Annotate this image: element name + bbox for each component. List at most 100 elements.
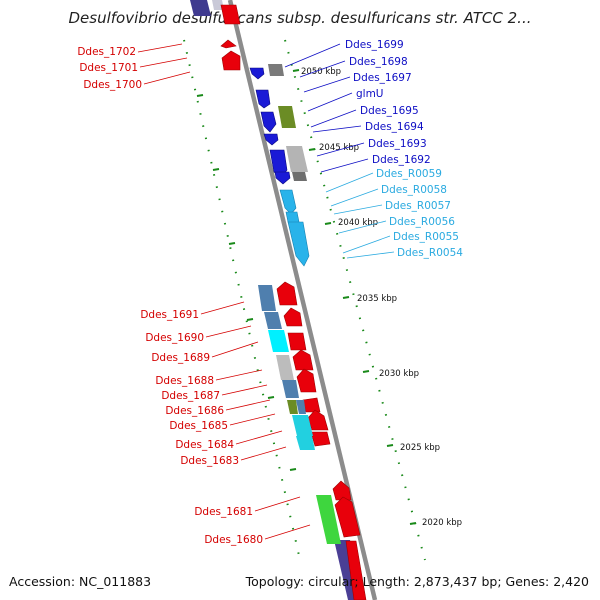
leader-line — [333, 204, 383, 215]
major-tick — [292, 69, 300, 72]
reverse-cds — [263, 133, 279, 146]
forward-cds — [276, 281, 298, 306]
kbp-label: 2045 kbp — [319, 143, 359, 153]
gene-label[interactable]: Ddes_1701 — [79, 62, 138, 74]
feature-segment — [190, 0, 211, 16]
major-tick — [324, 222, 332, 225]
major-tick — [267, 396, 275, 399]
gene-label[interactable]: Ddes_1688 — [155, 375, 214, 387]
leader-line — [211, 341, 259, 358]
leader-line — [137, 43, 183, 53]
forward-cds — [307, 409, 329, 431]
kbp-label: 2035 kbp — [357, 294, 397, 304]
leader-line — [320, 158, 369, 173]
forward-cds — [334, 496, 361, 538]
leader-line — [316, 142, 365, 157]
major-tick — [386, 444, 394, 447]
feature-steelblue — [264, 312, 282, 329]
gene-label[interactable]: Ddes_1692 — [372, 154, 431, 166]
gene-label[interactable]: Ddes_R0058 — [381, 184, 447, 196]
feature-gray — [268, 64, 284, 76]
major-ticks — [196, 69, 417, 525]
gene-label[interactable]: Ddes_1693 — [368, 138, 427, 150]
leader-line — [342, 235, 391, 254]
leader-line — [284, 43, 341, 68]
rna-track — [279, 189, 310, 267]
gene-label[interactable]: Ddes_1698 — [349, 56, 408, 68]
leader-line — [303, 76, 351, 93]
gene-label[interactable]: Ddes_1694 — [365, 121, 424, 133]
gene-label[interactable]: Ddes_1689 — [151, 352, 210, 364]
reverse-cds — [249, 67, 265, 80]
major-tick — [228, 242, 236, 245]
genome-title: Desulfovibrio desulfuricans subsp. desul… — [68, 9, 532, 27]
major-tick — [196, 94, 204, 97]
leader-line — [330, 188, 379, 207]
forward-cds — [287, 332, 307, 351]
gene-label[interactable]: Ddes_1685 — [169, 420, 228, 432]
feature-green — [278, 106, 296, 128]
gene-label[interactable]: Ddes_R0059 — [376, 168, 442, 180]
leader-line — [240, 446, 287, 461]
gene-label[interactable]: Ddes_1702 — [77, 46, 136, 58]
leader-line — [310, 109, 357, 128]
leader-line — [346, 251, 395, 259]
gene-label[interactable]: Ddes_R0056 — [389, 216, 455, 228]
forward-cds — [310, 431, 331, 447]
major-tick — [342, 296, 350, 299]
forward-cds — [332, 480, 352, 501]
feature-gray — [292, 172, 307, 181]
feature-steelblue — [258, 285, 276, 311]
kbp-label: 2020 kbp — [422, 518, 462, 528]
forward-cds — [345, 540, 367, 600]
gene-label[interactable]: Ddes_1684 — [175, 439, 234, 451]
leader-line — [225, 399, 271, 411]
major-tick — [246, 318, 254, 321]
leader-line — [307, 92, 353, 112]
gene-label[interactable]: Ddes_1686 — [165, 405, 224, 417]
leader-line — [205, 325, 252, 338]
gene-label[interactable]: Ddes_R0057 — [385, 200, 451, 212]
forward-cds — [283, 307, 303, 327]
feature-steelblue — [282, 380, 299, 398]
feature-cyan — [296, 436, 315, 450]
forward-cds — [296, 368, 317, 393]
leader-line — [215, 369, 263, 381]
reverse-cds — [255, 89, 271, 109]
major-tick — [308, 148, 316, 151]
feature-green — [316, 495, 341, 544]
gene-label[interactable]: Ddes_1691 — [140, 309, 199, 321]
gene-label[interactable]: Ddes_1681 — [194, 506, 253, 518]
forward-cds — [220, 39, 237, 49]
gene-label[interactable]: Ddes_1699 — [345, 39, 404, 51]
leader-line — [325, 172, 374, 193]
leader-line — [235, 430, 283, 445]
gene-label[interactable]: Ddes_1683 — [180, 455, 239, 467]
leader-line — [139, 57, 188, 68]
leader-line — [338, 220, 387, 234]
gene-label[interactable]: Ddes_1680 — [204, 534, 263, 546]
leader-line — [299, 60, 346, 78]
left-labels: Ddes_1702 Ddes_1701 Ddes_1700 Ddes_1691 … — [77, 46, 263, 546]
leader-line — [229, 413, 276, 426]
tick-track-inner — [183, 39, 301, 561]
reverse-cds-track — [249, 67, 291, 185]
forward-cds — [221, 50, 241, 71]
major-tick — [289, 468, 297, 471]
gene-label[interactable]: Ddes_R0054 — [397, 247, 463, 259]
gene-label[interactable]: Ddes_1687 — [161, 390, 220, 402]
gene-label[interactable]: Ddes_1697 — [353, 72, 412, 84]
gene-label[interactable]: glmU — [356, 88, 384, 100]
feature-steelblue — [296, 400, 306, 414]
forward-cds — [292, 349, 314, 371]
major-tick — [362, 370, 370, 373]
forward-cds-track — [220, 4, 367, 600]
forward-cds — [302, 397, 321, 413]
tick-track-outer — [284, 39, 426, 561]
gene-label[interactable]: Ddes_1690 — [145, 332, 204, 344]
gene-label[interactable]: Ddes_1695 — [360, 105, 419, 117]
gene-label[interactable]: Ddes_R0055 — [393, 231, 459, 243]
gene-label[interactable]: Ddes_1700 — [83, 79, 142, 91]
reverse-cds — [260, 111, 277, 133]
